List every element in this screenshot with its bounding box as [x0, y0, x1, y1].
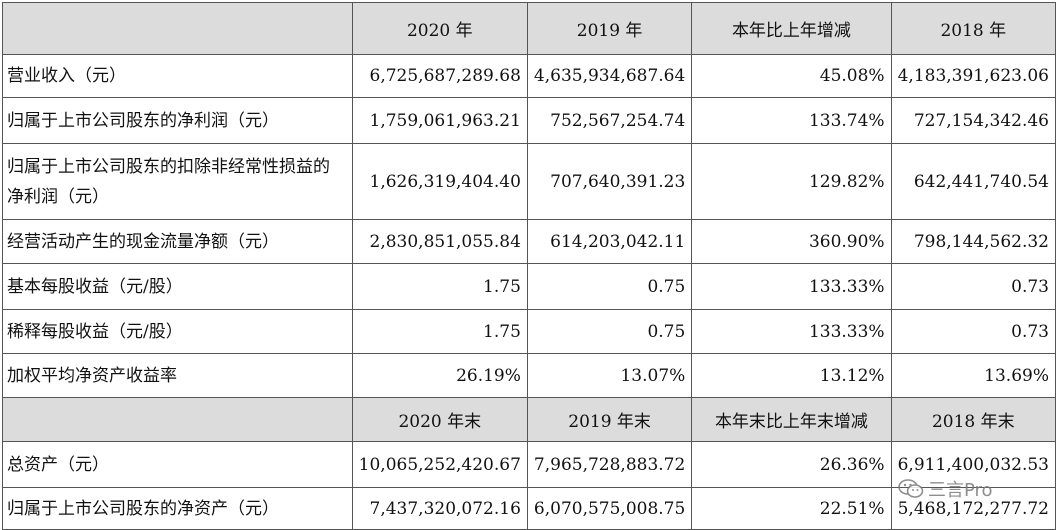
value-2020: 7,437,320,072.16 — [351, 487, 528, 530]
value-2019: 13.07% — [526, 353, 693, 398]
row-label: 归属于上市公司股东的净利润（元） — [2, 97, 353, 144]
value-change: 133.33% — [691, 309, 892, 354]
header-2018: 2018 年 — [890, 2, 1056, 55]
value-change: 22.51% — [691, 487, 892, 530]
value-2018: 727,154,342.46 — [890, 97, 1056, 144]
watermark: 三言Pro — [898, 476, 993, 502]
table-row: 归属于上市公司股东的净利润（元） 1,759,061,963.21 752,56… — [2, 97, 1056, 144]
value-2018: 6,911,400,032.53 — [890, 441, 1056, 488]
value-2019: 4,635,934,687.64 — [526, 54, 693, 98]
value-2019: 7,965,728,883.72 — [526, 441, 693, 488]
value-change: 129.82% — [691, 143, 892, 220]
row-label: 营业收入（元） — [2, 54, 353, 98]
value-2019: 707,640,391.23 — [526, 143, 693, 220]
value-2018: 4,183,391,623.06 — [890, 54, 1056, 98]
value-2020: 1.75 — [351, 263, 528, 310]
value-change: 45.08% — [691, 54, 892, 98]
header-2020: 2020 年 — [351, 2, 528, 55]
value-2020: 1,759,061,963.21 — [351, 97, 528, 144]
watermark-text: 三言Pro — [928, 480, 993, 501]
table-row: 总资产（元） 10,065,252,420.67 7,965,728,883.7… — [2, 441, 1056, 488]
table-row: 稀释每股收益（元/股） 1.75 0.75 133.33% 0.73 — [2, 309, 1056, 354]
header-2020-end: 2020 年末 — [351, 397, 528, 442]
value-2019: 6,070,575,008.75 — [526, 487, 693, 530]
row-label: 归属于上市公司股东的扣除非经常性损益的净利润（元） — [2, 143, 353, 220]
header-blank-cell — [2, 397, 353, 442]
table-row: 基本每股收益（元/股） 1.75 0.75 133.33% 0.73 — [2, 263, 1056, 310]
value-2018: 0.73 — [890, 309, 1056, 354]
header-change: 本年比上年增减 — [691, 2, 892, 55]
table-row: 归属于上市公司股东的扣除非经常性损益的净利润（元） 1,626,319,404.… — [2, 143, 1056, 220]
value-2018: 798,144,562.32 — [890, 219, 1056, 264]
value-2018: 13.69% — [890, 353, 1056, 398]
row-label: 总资产（元） — [2, 441, 353, 488]
wechat-icon — [898, 479, 924, 498]
header-2019: 2019 年 — [526, 2, 693, 55]
value-2019: 0.75 — [526, 309, 693, 354]
value-2020: 6,725,687,289.68 — [351, 54, 528, 98]
header-2019-end: 2019 年末 — [526, 397, 693, 442]
value-2019: 614,203,042.11 — [526, 219, 693, 264]
value-change: 133.33% — [691, 263, 892, 310]
value-2020: 1,626,319,404.40 — [351, 143, 528, 220]
value-2020: 2,830,851,055.84 — [351, 219, 528, 264]
table-row: 归属于上市公司股东的净资产（元） 7,437,320,072.16 6,070,… — [2, 487, 1056, 530]
row-label: 稀释每股收益（元/股） — [2, 309, 353, 354]
value-2019: 752,567,254.74 — [526, 97, 693, 144]
header-blank-cell — [2, 2, 353, 55]
value-2019: 0.75 — [526, 263, 693, 310]
table-row: 经营活动产生的现金流量净额（元） 2,830,851,055.84 614,20… — [2, 219, 1056, 264]
row-label: 归属于上市公司股东的净资产（元） — [2, 487, 353, 530]
value-change: 13.12% — [691, 353, 892, 398]
value-2020: 1.75 — [351, 309, 528, 354]
table-row: 加权平均净资产收益率 26.19% 13.07% 13.12% 13.69% — [2, 353, 1056, 398]
value-change: 360.90% — [691, 219, 892, 264]
value-2018: 0.73 — [890, 263, 1056, 310]
header-change-end: 本年末比上年末增减 — [691, 397, 892, 442]
value-change: 133.74% — [691, 97, 892, 144]
value-change: 26.36% — [691, 441, 892, 488]
value-2020: 10,065,252,420.67 — [351, 441, 528, 488]
value-2018: 642,441,740.54 — [890, 143, 1056, 220]
header-row-years: 2020 年 2019 年 本年比上年增减 2018 年 — [2, 2, 1056, 55]
row-label: 基本每股收益（元/股） — [2, 263, 353, 310]
value-2020: 26.19% — [351, 353, 528, 398]
table-row: 营业收入（元） 6,725,687,289.68 4,635,934,687.6… — [2, 54, 1056, 98]
header-2018-end: 2018 年末 — [890, 397, 1056, 442]
row-label: 加权平均净资产收益率 — [2, 353, 353, 398]
row-label: 经营活动产生的现金流量净额（元） — [2, 219, 353, 264]
header-row-year-end: 2020 年末 2019 年末 本年末比上年末增减 2018 年末 — [2, 397, 1056, 442]
